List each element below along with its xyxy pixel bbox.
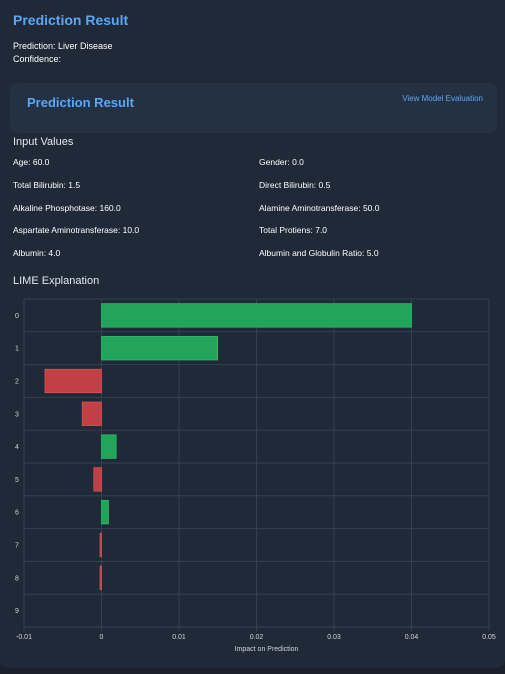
y-tick-label: 3 (15, 411, 19, 418)
y-tick-label: 6 (15, 510, 19, 517)
y-tick-label: 7 (15, 543, 19, 550)
x-tick-label: 0 (100, 634, 104, 641)
x-tick-label: 0.02 (250, 634, 264, 641)
input-total-bilirubin: Total Bilirubin: 1.5 (13, 180, 81, 190)
x-tick-label: -0.01 (16, 634, 32, 641)
input-alamine-aminotransferase: Alamine Aminotransferase: 50.0 (259, 203, 380, 213)
card-title: Prediction Result (27, 95, 134, 110)
y-tick-label: 9 (15, 608, 19, 615)
bar (99, 565, 102, 590)
page-title: Prediction Result (13, 12, 129, 28)
y-tick-label: 1 (15, 346, 19, 353)
bar (44, 368, 102, 394)
y-tick-label: 5 (15, 477, 19, 484)
x-axis-label: Impact on Prediction (235, 646, 299, 653)
input-age: Age: 60.0 (13, 157, 50, 167)
prediction-card: Prediction Result View Model Evaluation (10, 83, 497, 133)
bar (81, 401, 102, 426)
lime-chart: -0.01 0 0.01 0.02 0.03 0.04 0.05 0 1 2 3 4 5 6 7 8 9 Impa… (15, 298, 496, 653)
x-tick-label: 0.01 (172, 634, 186, 641)
input-gender: Gender: 0.0 (259, 157, 304, 167)
bar (101, 336, 219, 361)
input-direct-bilirubin: Direct Bilirubin: 0.5 (259, 180, 331, 190)
input-albumin: Albumin: 4.0 (13, 248, 61, 258)
input-aspartate-aminotransferase: Aspartate Aminotransferase: 10.0 (13, 225, 140, 235)
x-tick-label: 0.04 (405, 634, 419, 641)
input-alkaline-phosphotase: Alkaline Phosphotase: 160.0 (13, 203, 121, 213)
bar (99, 532, 102, 558)
x-tick-label: 0.03 (327, 634, 341, 641)
prediction-text: Prediction: Liver Disease (13, 41, 113, 51)
input-ag-ratio: Albumin and Globulin Ratio: 5.0 (259, 248, 379, 258)
view-model-evaluation-link[interactable]: View Model Evaluation (402, 94, 483, 103)
bar (101, 434, 117, 459)
lime-heading: LIME Explanation (13, 275, 100, 287)
y-tick-label: 8 (15, 575, 19, 582)
bar (101, 303, 412, 328)
bar (93, 467, 102, 492)
input-total-protiens: Total Protiens: 7.0 (259, 225, 328, 235)
y-tick-label: 4 (15, 444, 19, 451)
input-values-heading: Input Values (13, 136, 74, 148)
y-tick-label: 2 (15, 379, 19, 386)
bar (101, 500, 109, 525)
x-tick-label: 0.05 (482, 634, 496, 641)
y-tick-label: 0 (15, 313, 19, 320)
confidence-text: Confidence: (13, 54, 62, 64)
